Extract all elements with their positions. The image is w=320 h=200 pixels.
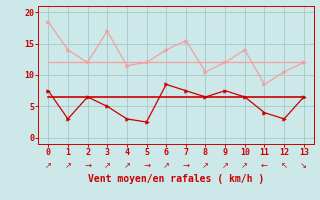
Text: ↗: ↗ — [123, 161, 130, 170]
Text: →: → — [84, 161, 91, 170]
Text: ↖: ↖ — [281, 161, 288, 170]
Text: ↘: ↘ — [300, 161, 307, 170]
Text: ↗: ↗ — [64, 161, 71, 170]
Text: ↗: ↗ — [45, 161, 52, 170]
Text: →: → — [182, 161, 189, 170]
Text: ↗: ↗ — [222, 161, 229, 170]
X-axis label: Vent moyen/en rafales ( km/h ): Vent moyen/en rafales ( km/h ) — [88, 174, 264, 184]
Text: ←: ← — [261, 161, 268, 170]
Text: ↗: ↗ — [202, 161, 209, 170]
Text: ↗: ↗ — [104, 161, 111, 170]
Text: →: → — [143, 161, 150, 170]
Text: ↗: ↗ — [163, 161, 170, 170]
Text: ↗: ↗ — [241, 161, 248, 170]
